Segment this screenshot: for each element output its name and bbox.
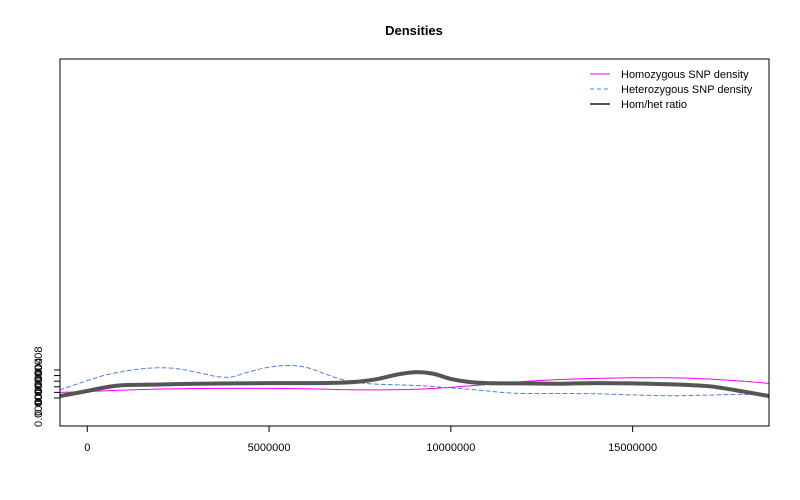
chart-title: Densities <box>385 23 443 38</box>
legend-label-2: Heterozygous SNP density <box>621 84 753 96</box>
y-tick-label: 0.00000004 <box>33 358 45 416</box>
legend-label-3: Hom/het ratio <box>621 99 687 111</box>
legend: Homozygous SNP density Heterozygous SNP d… <box>590 69 753 111</box>
series-line-3 <box>60 370 769 399</box>
plot-area <box>60 364 769 399</box>
plot-frame <box>59 58 770 427</box>
y-tick-label: 0.00000008 <box>33 347 45 405</box>
x-tick-label: 10000000 <box>426 442 475 454</box>
x-tick-label: 5000000 <box>248 442 291 454</box>
legend-label-1: Homozygous SNP density <box>621 69 749 81</box>
x-tick-label: 15000000 <box>608 442 657 454</box>
x-tick-label: 0 <box>84 442 90 454</box>
y-tick-label: 0.00000000 <box>33 369 45 427</box>
series-line-1 <box>60 377 769 393</box>
series-line-2 <box>60 364 769 397</box>
x-axis: 0 5000000 10000000 15000000 <box>84 426 657 454</box>
